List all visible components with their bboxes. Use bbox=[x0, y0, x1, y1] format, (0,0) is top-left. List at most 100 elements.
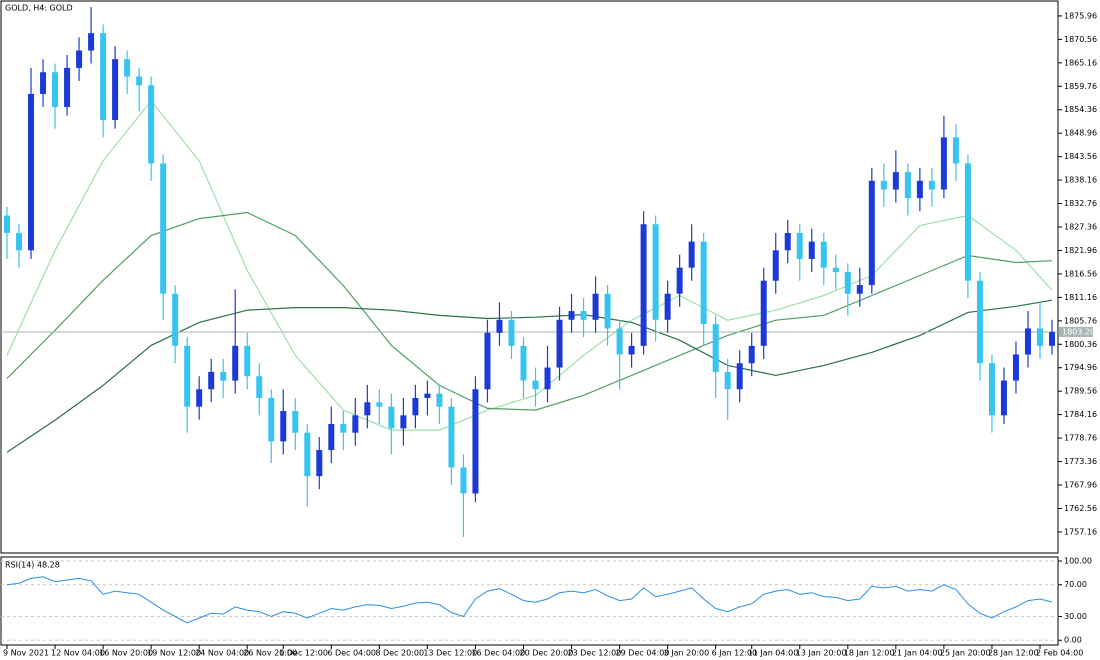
candle-body bbox=[16, 232, 23, 251]
candle-body bbox=[292, 410, 299, 433]
candle-body bbox=[232, 345, 239, 381]
candle-body bbox=[508, 319, 515, 346]
candle-body bbox=[244, 345, 251, 377]
x-tick-label: 20 Dec 20:00 bbox=[519, 649, 573, 658]
y-tick-label: 1805.76 bbox=[1064, 316, 1097, 325]
moving-average bbox=[6, 211, 1053, 411]
y-tick-label: 1773.36 bbox=[1064, 457, 1097, 466]
candle-body bbox=[532, 380, 539, 390]
candle-body bbox=[664, 293, 671, 320]
y-tick-label: 1821.96 bbox=[1064, 246, 1097, 255]
x-tick-label: 8 Dec 20:00 bbox=[375, 649, 424, 658]
rsi-title: RSI(14) 48.28 bbox=[5, 561, 60, 570]
y-tick-label: 1800.36 bbox=[1064, 340, 1097, 349]
candle-body bbox=[4, 215, 11, 233]
rsi-line bbox=[6, 576, 1053, 624]
candle-body bbox=[196, 389, 203, 407]
candle-body bbox=[1024, 328, 1031, 355]
y-tick-label: 1870.56 bbox=[1064, 35, 1097, 44]
candle-body bbox=[172, 293, 179, 346]
candle-body bbox=[88, 33, 95, 51]
candle-body bbox=[496, 319, 503, 333]
candle-body bbox=[208, 371, 215, 390]
candle-body bbox=[184, 345, 191, 407]
y-tick-label: 1778.76 bbox=[1064, 434, 1097, 443]
candle-body bbox=[808, 241, 815, 259]
x-tick-label: 26 Nov 20:00 bbox=[243, 649, 297, 658]
y-tick-label: 1767.96 bbox=[1064, 480, 1097, 489]
y-tick-label: 30.00 bbox=[1064, 612, 1087, 621]
y-tick-label: 70.00 bbox=[1064, 580, 1087, 589]
candle-body bbox=[304, 432, 311, 477]
candle-body bbox=[616, 328, 623, 355]
candle-body bbox=[592, 293, 599, 320]
x-tick-label: 23 Dec 12:00 bbox=[568, 649, 622, 658]
x-tick-label: 13 Dec 12:00 bbox=[423, 649, 477, 658]
y-tick-label: 1794.96 bbox=[1064, 363, 1097, 372]
x-tick-label: 11 Jan 04:00 bbox=[748, 649, 799, 658]
y-tick-label: 1811.16 bbox=[1064, 293, 1097, 302]
y-tick-label: 1784.16 bbox=[1064, 410, 1097, 419]
candle-body bbox=[832, 267, 839, 273]
candle-body bbox=[856, 285, 863, 294]
candle-body bbox=[124, 59, 131, 77]
y-tick-label: 1762.56 bbox=[1064, 504, 1097, 513]
y-tick-label: 1789.56 bbox=[1064, 387, 1097, 396]
candle-body bbox=[100, 33, 107, 120]
candle-body bbox=[400, 415, 407, 429]
candle-body bbox=[580, 311, 587, 320]
candle-body bbox=[1036, 328, 1043, 346]
y-tick-label: 1816.56 bbox=[1064, 269, 1097, 278]
candle-body bbox=[820, 241, 827, 268]
candle-body bbox=[928, 180, 935, 190]
x-tick-label: 1 Dec 12:00 bbox=[279, 649, 328, 658]
candle-body bbox=[556, 319, 563, 368]
candle-body bbox=[340, 424, 347, 433]
y-tick-label: 100.00 bbox=[1064, 556, 1092, 565]
candle-body bbox=[268, 397, 275, 442]
candle-body bbox=[424, 393, 431, 398]
x-tick-label: 3 Jan 20:00 bbox=[664, 649, 710, 658]
candle-body bbox=[412, 397, 419, 416]
candle-body bbox=[136, 76, 143, 86]
candle-body bbox=[520, 345, 527, 381]
y-tick-label: 1832.76 bbox=[1064, 199, 1097, 208]
x-tick-label: 29 Dec 04:00 bbox=[616, 649, 670, 658]
chart-title: GOLD, H4: GOLD bbox=[5, 4, 73, 13]
candle-body bbox=[112, 59, 119, 120]
y-tick-label: 1848.96 bbox=[1064, 129, 1097, 138]
candle-body bbox=[328, 424, 335, 451]
candle-body bbox=[220, 371, 227, 381]
candle-body bbox=[796, 232, 803, 259]
x-tick-label: 21 Jan 04:00 bbox=[892, 649, 943, 658]
main-frame bbox=[0, 0, 1059, 554]
candle-body bbox=[784, 232, 791, 251]
candle-body bbox=[916, 180, 923, 199]
x-tick-label: 24 Nov 04:00 bbox=[195, 649, 249, 658]
x-tick-label: 2 Feb 04:00 bbox=[1036, 649, 1083, 658]
y-tick-label: 1875.96 bbox=[1064, 11, 1097, 20]
y-tick-label: 1854.36 bbox=[1064, 105, 1097, 114]
x-tick-label: 18 Jan 12:00 bbox=[844, 649, 895, 658]
x-tick-label: 16 Dec 04:00 bbox=[471, 649, 525, 658]
candle-body bbox=[676, 267, 683, 294]
candle-body bbox=[712, 324, 719, 372]
candle-body bbox=[484, 332, 491, 390]
y-tick-label: 1827.36 bbox=[1064, 223, 1097, 232]
y-tick-label: 1843.56 bbox=[1064, 152, 1097, 161]
candle-body bbox=[1012, 354, 1019, 381]
candle-body bbox=[568, 311, 575, 320]
candle-body bbox=[976, 280, 983, 364]
candle-body bbox=[388, 406, 395, 429]
candle-body bbox=[952, 137, 959, 164]
x-tick-label: 28 Jan 12:00 bbox=[988, 649, 1039, 658]
x-tick-label: 12 Nov 04:00 bbox=[51, 649, 105, 658]
candle-body bbox=[700, 241, 707, 325]
candle-body bbox=[904, 172, 911, 199]
candle-body bbox=[472, 389, 479, 494]
candle-body bbox=[652, 224, 659, 320]
candle-body bbox=[628, 345, 635, 355]
x-tick-label: 19 Nov 12:00 bbox=[147, 649, 201, 658]
